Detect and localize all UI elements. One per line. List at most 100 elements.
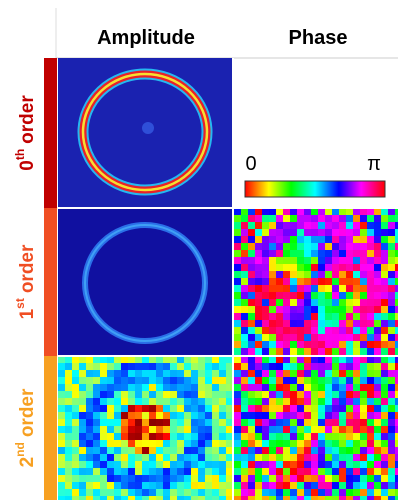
pixel	[367, 468, 374, 475]
pixel	[290, 271, 297, 278]
pixel	[107, 384, 114, 391]
pixel	[360, 334, 367, 341]
pixel	[346, 243, 353, 250]
pixel	[121, 447, 128, 454]
pixel	[219, 447, 226, 454]
pixel	[121, 433, 128, 440]
pixel	[395, 475, 398, 482]
pixel	[283, 433, 290, 440]
pixel	[360, 348, 367, 355]
pixel	[388, 313, 395, 320]
pixel	[381, 306, 388, 313]
pixel	[212, 475, 219, 482]
pixel	[255, 313, 262, 320]
pixel	[388, 299, 395, 306]
pixel	[367, 377, 374, 384]
pixel	[114, 475, 121, 482]
pixel	[255, 475, 262, 482]
pixel	[255, 356, 262, 363]
pixel	[142, 496, 149, 500]
pixel	[142, 377, 149, 384]
pixel	[353, 348, 360, 355]
pixel	[255, 278, 262, 285]
pixel	[388, 496, 395, 500]
pixel	[318, 299, 325, 306]
pixel	[353, 299, 360, 306]
pixel	[114, 461, 121, 468]
pixel	[241, 320, 248, 327]
pixel	[255, 496, 262, 500]
pixel	[121, 384, 128, 391]
pixel	[255, 306, 262, 313]
ring	[84, 224, 206, 342]
pixel	[72, 496, 79, 500]
pixel	[311, 482, 318, 489]
pixel	[395, 482, 398, 489]
pixel	[212, 461, 219, 468]
pixel	[339, 264, 346, 271]
pixel	[318, 250, 325, 257]
pixel	[395, 306, 398, 313]
pixel	[367, 440, 374, 447]
pixel	[135, 398, 142, 405]
pixel	[269, 236, 276, 243]
pixel	[367, 454, 374, 461]
pixel	[283, 285, 290, 292]
pixel	[114, 489, 121, 496]
pixel	[290, 208, 297, 215]
pixel	[79, 433, 86, 440]
pixel	[318, 426, 325, 433]
pixel	[177, 489, 184, 496]
pixel	[142, 391, 149, 398]
pixel	[381, 215, 388, 222]
pixel	[318, 461, 325, 468]
pixel	[241, 236, 248, 243]
pixel	[226, 461, 233, 468]
pixel	[311, 426, 318, 433]
pixel	[269, 419, 276, 426]
pixel	[318, 327, 325, 334]
pixel	[395, 370, 398, 377]
pixel	[170, 370, 177, 377]
pixel	[262, 461, 269, 468]
pixel	[304, 454, 311, 461]
pixel	[191, 454, 198, 461]
pixel	[72, 426, 79, 433]
pixel	[297, 278, 304, 285]
pixel	[318, 292, 325, 299]
pixel	[374, 489, 381, 496]
pixel	[226, 412, 233, 419]
pixel	[339, 292, 346, 299]
pixel	[234, 229, 241, 236]
pixel	[325, 377, 332, 384]
pixel	[248, 363, 255, 370]
pixel	[297, 475, 304, 482]
pixel	[262, 482, 269, 489]
pixel	[290, 370, 297, 377]
pixel	[332, 384, 339, 391]
pixel	[128, 475, 135, 482]
pixel	[156, 475, 163, 482]
pixel	[353, 250, 360, 257]
pixel	[388, 489, 395, 496]
pixel	[339, 377, 346, 384]
pixel	[234, 454, 241, 461]
pixel	[297, 461, 304, 468]
pixel	[241, 419, 248, 426]
pixel	[367, 391, 374, 398]
pixel	[353, 433, 360, 440]
pixel	[367, 306, 374, 313]
pixel	[79, 475, 86, 482]
pixel	[128, 398, 135, 405]
pixel	[332, 447, 339, 454]
pixel	[135, 482, 142, 489]
pixel	[255, 426, 262, 433]
pixel	[219, 489, 226, 496]
pixel	[360, 489, 367, 496]
pixel	[248, 341, 255, 348]
pixel	[395, 419, 398, 426]
pixel	[241, 341, 248, 348]
pixel	[311, 447, 318, 454]
pixel	[367, 334, 374, 341]
